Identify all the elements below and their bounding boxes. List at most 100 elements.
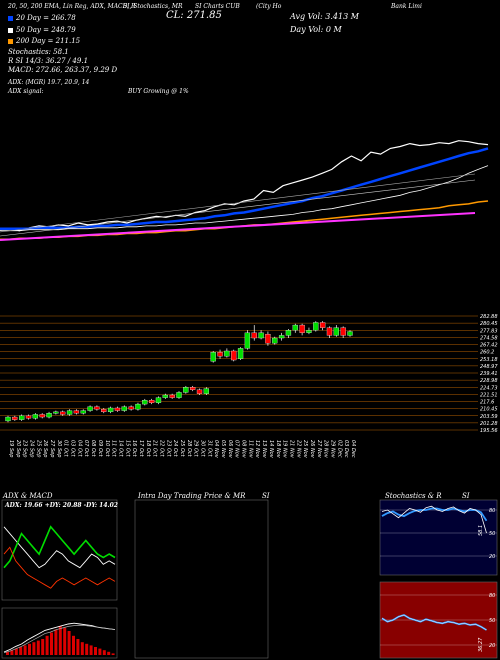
adx-macd-title: ADX & MACD: [3, 492, 53, 500]
candle-body: [306, 330, 312, 333]
rsi-y-label: 80: [489, 593, 495, 599]
date-tick-label: 28 Nov: [323, 440, 329, 459]
date-tick-label: 14 Oct: [117, 440, 123, 458]
date-tick-label: 31 Oct: [206, 440, 212, 458]
date-tick-label: 11 Nov: [247, 440, 253, 459]
rsi-marker-label: 36.27: [478, 637, 484, 652]
rsi-y-label: 20: [489, 643, 495, 649]
date-tick-label: 29 Nov: [329, 440, 335, 459]
candle-body: [101, 409, 107, 413]
band-line-1: [0, 179, 476, 237]
y-tick-label: 277.83: [480, 328, 498, 334]
date-tick-label: 17 Oct: [138, 440, 144, 458]
candle-body: [148, 400, 155, 403]
date-tick-label: 25 Nov: [302, 440, 308, 459]
date-tick-label: 25 Oct: [179, 440, 185, 458]
y-tick-label: 282.88: [480, 314, 498, 320]
stoch-k-line: [381, 505, 487, 534]
candle-body: [292, 324, 298, 331]
legend-rsi: R SI 14/3: 36.27 / 49.1: [8, 57, 89, 65]
date-tick-label: 06 Nov: [227, 440, 233, 459]
macd-hist-bar: [45, 635, 49, 655]
macd-hist-bar: [98, 648, 102, 655]
date-tick-label: 23 Oct: [165, 440, 171, 458]
date-tick-label: 28 Oct: [186, 440, 192, 458]
legend-ema20: 20 Day = 266.78: [8, 14, 76, 22]
stochastics-title-right: SI: [462, 492, 470, 500]
y-tick-label: 267.42: [480, 343, 498, 349]
candle-body: [66, 410, 73, 415]
adx-line-dy: [3, 525, 116, 569]
macd-hist-bar: [85, 643, 89, 655]
date-tick-label: 15 Oct: [124, 440, 130, 458]
candle-body: [237, 348, 244, 359]
date-tick-label: 08 Nov: [241, 440, 247, 459]
macd-hist-bar: [102, 650, 106, 655]
macd-hist-bar: [67, 631, 71, 655]
candle-body: [326, 327, 333, 336]
adx-panel-frame: [1, 499, 118, 601]
close-label: CL: 271.85: [166, 10, 222, 21]
candle-body: [340, 327, 346, 336]
macd-hist-bar: [41, 639, 45, 655]
candle-body: [94, 406, 100, 410]
candle-body: [60, 411, 66, 415]
date-tick-label: 25 Sep: [35, 440, 41, 457]
linreg-line: [0, 212, 476, 241]
stoch-y-label: 50: [489, 531, 495, 537]
legend-stochastics: Stochastics: 58.1: [8, 48, 69, 56]
y-tick-label: 228.98: [480, 378, 498, 384]
legend-ema50-text: 50 Day = 248.79: [16, 26, 76, 34]
y-tick-label: 280.45: [480, 321, 498, 327]
candle-body: [313, 322, 319, 331]
intraday-panel-frame: [134, 499, 269, 659]
candle-body: [46, 413, 52, 418]
overview-line-20-day: [0, 147, 489, 230]
date-tick-label: 18 Nov: [275, 440, 281, 459]
date-tick-label: 01 Oct: [63, 440, 69, 458]
stoch-y-label: 20: [489, 554, 495, 560]
candle-body: [128, 406, 134, 410]
ema50-swatch: [8, 27, 13, 33]
candle-body: [39, 414, 45, 418]
overview-line-50-day: [0, 165, 489, 232]
date-tick-label: 29 Oct: [193, 440, 199, 458]
candle-body: [183, 387, 189, 393]
date-tick-label: 24 Sep: [29, 440, 35, 457]
candle-body: [190, 387, 196, 390]
y-tick-label: 221.51: [480, 392, 498, 398]
candle-body: [265, 333, 271, 344]
macd-hist-bar: [10, 650, 14, 655]
date-tick-label: 24 Oct: [172, 440, 178, 458]
date-tick-label: 21 Nov: [288, 440, 294, 459]
macd-hist-bar: [14, 648, 18, 655]
date-tick-label: 14 Nov: [268, 440, 274, 459]
stoch-marker-label: 58.1: [478, 525, 484, 536]
candle-body: [285, 330, 292, 336]
date-tick-label: 19 Sep: [8, 440, 14, 457]
date-tick-label: 16 Oct: [131, 440, 137, 458]
date-tick-label: 04 Dec: [350, 440, 356, 458]
candle-body: [217, 352, 223, 357]
date-tick-label: 11 Oct: [111, 440, 117, 458]
y-tick-label: 239.41: [480, 371, 498, 377]
y-tick-label: 248.97: [480, 364, 498, 370]
date-tick-label: 30 Oct: [200, 440, 206, 458]
rsi-y-label: 50: [489, 618, 495, 624]
candle-body: [162, 394, 168, 398]
y-tick-label: 260.2: [480, 350, 494, 356]
legend-adx-signal-label: ADX signal:: [8, 88, 44, 95]
candle-body: [231, 350, 237, 361]
candle-body: [142, 400, 148, 405]
band-line-2: [0, 173, 476, 233]
candle-body: [251, 332, 257, 339]
intraday-panel: [134, 499, 269, 659]
candle-body: [80, 410, 86, 414]
date-tick-label: 07 Oct: [83, 440, 89, 458]
candle-body: [32, 414, 39, 419]
candle-body: [203, 388, 210, 394]
overview-chart: [0, 140, 489, 241]
date-tick-label: 03 Dec: [343, 440, 349, 458]
date-tick-label: 12 Nov: [254, 440, 260, 459]
